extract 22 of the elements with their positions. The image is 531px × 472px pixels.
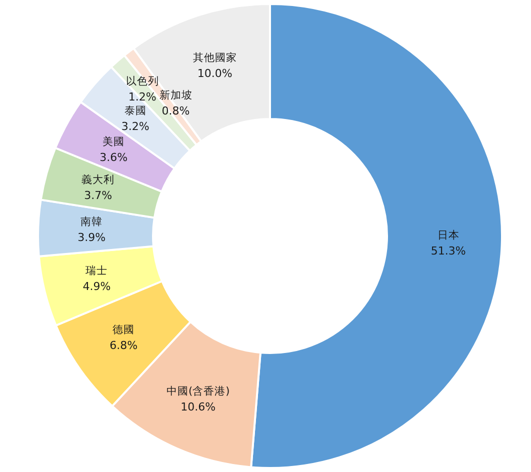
slice-label: 以色列 bbox=[126, 74, 159, 88]
data-label: 3.6% bbox=[100, 151, 128, 164]
data-label: 4.9% bbox=[82, 280, 111, 293]
slice-label: 其他國家 bbox=[192, 51, 237, 64]
slice-label: 南韓 bbox=[80, 214, 103, 228]
slice-label: 新加坡 bbox=[159, 88, 192, 102]
data-label: 10.0% bbox=[197, 67, 232, 80]
slice-label: 義大利 bbox=[82, 172, 115, 186]
data-label: 0.8% bbox=[162, 104, 190, 118]
slice-label: 美國 bbox=[102, 135, 125, 148]
data-label: 3.7% bbox=[84, 188, 112, 202]
slice-label: 泰國 bbox=[124, 104, 146, 117]
data-label: 3.9% bbox=[78, 230, 106, 244]
slice-label: 德國 bbox=[112, 324, 135, 336]
slice-label: 瑞士 bbox=[86, 264, 108, 277]
data-label: 51.3% bbox=[430, 244, 466, 258]
slice-label: 中國(含香港) bbox=[166, 384, 230, 398]
data-label: 1.2% bbox=[128, 90, 156, 104]
data-label: 6.8% bbox=[110, 339, 138, 352]
data-label: 3.2% bbox=[121, 120, 150, 133]
data-label: 10.6% bbox=[180, 400, 216, 414]
slice-label: 日本 bbox=[437, 228, 460, 242]
